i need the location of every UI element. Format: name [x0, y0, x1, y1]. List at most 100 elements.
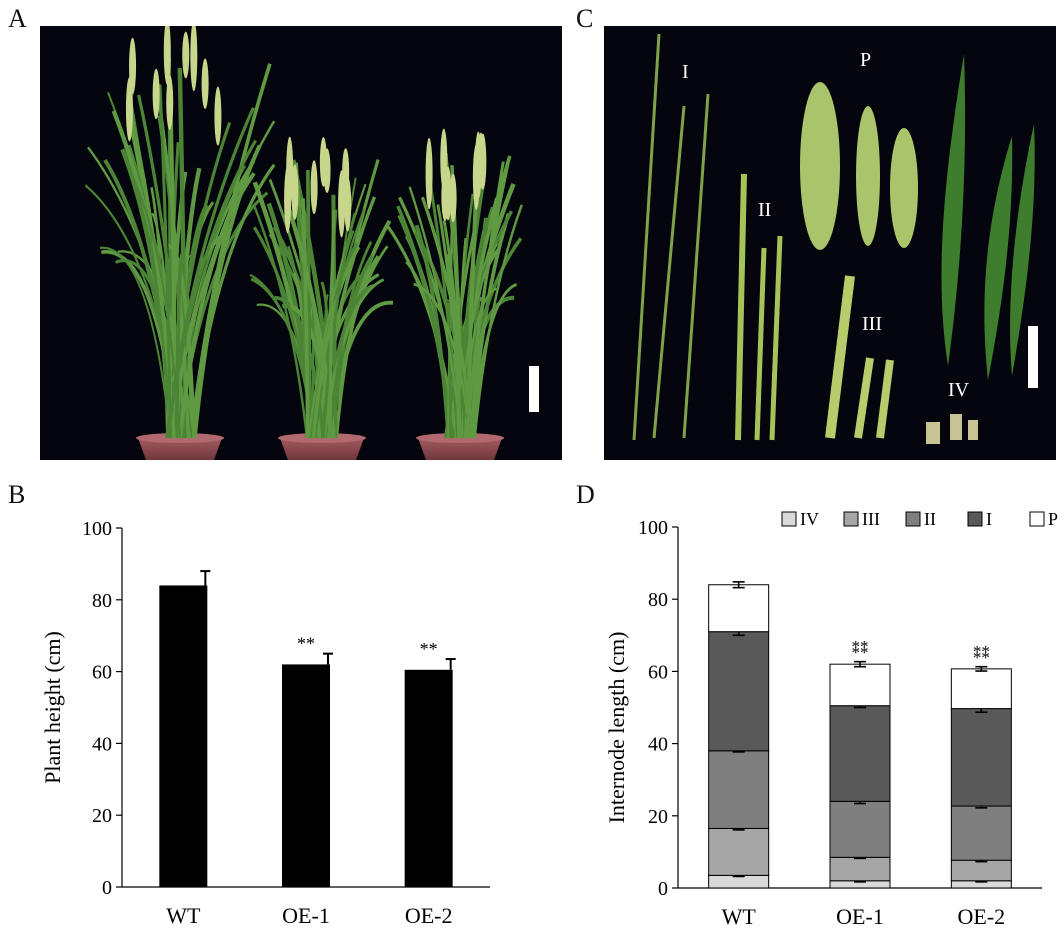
- x-tick-label: WT: [722, 904, 757, 929]
- leaf: [131, 175, 182, 439]
- x-tick-label: OE-1: [282, 903, 330, 928]
- segment-p: [829, 663, 891, 707]
- bar-wt: [159, 585, 208, 887]
- legend-label-i: I: [986, 509, 992, 529]
- x-tick-label: OE-2: [405, 903, 453, 928]
- leaf: [414, 224, 451, 439]
- x-tick-label: OE-1: [836, 904, 884, 929]
- leaf: [426, 170, 460, 439]
- panel-letter-b: B: [8, 480, 26, 509]
- panicle-group: [800, 82, 918, 250]
- leaf: [316, 196, 377, 439]
- panicle: [163, 26, 171, 86]
- y-tick-label: 40: [92, 733, 112, 755]
- panicle: [310, 160, 318, 215]
- y-tick-label: 100: [638, 517, 668, 539]
- panicle: [214, 86, 222, 146]
- panicle: [344, 176, 352, 232]
- leaf: [445, 253, 462, 439]
- leaf: [158, 84, 172, 439]
- panicle: [201, 58, 209, 109]
- label-i: I: [682, 61, 689, 83]
- legend-swatch-p: [1029, 511, 1045, 527]
- significance-mark: **: [297, 634, 315, 654]
- photo-rice-plants: [40, 26, 562, 460]
- segment-iv: [708, 874, 770, 889]
- leaf: [301, 198, 310, 439]
- segment-ii: [950, 805, 1012, 861]
- legend-label-iii: III: [862, 509, 880, 529]
- leaf: [473, 204, 523, 439]
- segment-iii: [708, 827, 770, 876]
- leaf: [99, 246, 172, 439]
- segment-i: [950, 708, 1012, 807]
- panicle: [182, 31, 190, 79]
- legend-swatch-ii: [905, 511, 921, 527]
- y-tick-label: 20: [92, 805, 112, 827]
- significance-mark: **: [420, 639, 438, 659]
- y-tick-label: 60: [92, 662, 112, 684]
- plant-oe2: [386, 128, 523, 460]
- leaf: [168, 244, 196, 439]
- segment-ii: [829, 800, 891, 858]
- significance-mark: **: [973, 642, 990, 661]
- leaf: [464, 158, 511, 439]
- photo-dissected-organs: I II III IV P: [604, 26, 1056, 460]
- photo-rice-plants-drawing: [84, 26, 539, 460]
- leaf: [157, 101, 191, 439]
- segment-iii: [950, 859, 1012, 882]
- plant-oe1: [249, 136, 394, 460]
- y-tick-label: 0: [102, 877, 112, 899]
- y-tick-label: 80: [92, 590, 112, 612]
- legend-label-p: P: [1048, 509, 1058, 529]
- legend-label-ii: II: [924, 509, 936, 529]
- segment-i: [708, 631, 770, 752]
- leaf: [413, 282, 472, 439]
- plant-wt: [84, 26, 276, 460]
- significance-mark: **: [852, 643, 869, 662]
- internode-i-group: [632, 33, 710, 441]
- y-tick-label: 60: [648, 661, 668, 683]
- panel-letter-a: A: [8, 4, 27, 33]
- panicle: [449, 173, 457, 223]
- y-tick-label: 80: [648, 589, 668, 611]
- scale-bar: [1028, 326, 1038, 388]
- segment-p: [708, 584, 770, 633]
- leaf: [457, 181, 485, 439]
- legend-swatch-i: [967, 511, 983, 527]
- panicle: [284, 165, 292, 234]
- internode-iv-group: [926, 414, 978, 444]
- panicle: [152, 68, 160, 120]
- legend-label-iv: IV: [800, 509, 819, 529]
- panicle: [441, 172, 449, 221]
- pot: [280, 438, 364, 460]
- significance-mark: **: [852, 637, 869, 656]
- leaf: [321, 212, 357, 439]
- leaf: [309, 242, 359, 439]
- leaf: [252, 203, 309, 439]
- panel-letter-c: C: [576, 4, 594, 33]
- leaf: [165, 139, 258, 439]
- x-tick-label: OE-2: [958, 904, 1006, 929]
- panicle: [319, 137, 327, 187]
- panicle: [166, 75, 174, 130]
- panicle: [338, 170, 346, 238]
- panicle: [479, 133, 487, 190]
- y-tick-label: 40: [648, 734, 668, 756]
- label-p: P: [860, 49, 871, 71]
- y-tick-label: 0: [658, 878, 668, 900]
- panel-letter-d: D: [576, 480, 595, 509]
- photo-organs-drawing: I II III IV P: [632, 33, 1038, 444]
- bar-oe-2: [404, 669, 453, 887]
- segment-i: [829, 705, 891, 802]
- chart-plant-height: 0 20 40 60 80 100 Plant height (cm) WT ** OE-1 ** O…: [40, 518, 490, 928]
- leaf: [328, 241, 373, 439]
- label-iii: III: [862, 313, 882, 335]
- x-tick-label: WT: [166, 903, 201, 928]
- internode-ii-group: [735, 173, 783, 441]
- panicle: [425, 137, 433, 210]
- pot: [138, 438, 222, 460]
- leaf: [192, 144, 262, 439]
- y-tick-label: 100: [82, 518, 112, 540]
